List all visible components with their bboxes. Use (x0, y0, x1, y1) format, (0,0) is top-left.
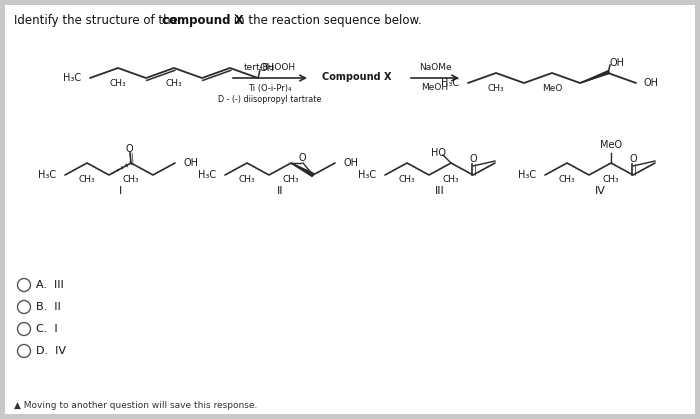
Text: tert-BuOOH: tert-BuOOH (244, 64, 296, 72)
Text: O: O (469, 154, 477, 164)
Text: H₃C: H₃C (441, 78, 459, 88)
Text: NaOMe: NaOMe (419, 64, 452, 72)
Text: OH: OH (260, 63, 275, 73)
Text: H₃C: H₃C (198, 170, 216, 180)
Text: CH₃: CH₃ (559, 175, 575, 184)
Text: CH₃: CH₃ (399, 175, 415, 184)
Text: Identify the structure of the: Identify the structure of the (14, 14, 181, 27)
Text: HO: HO (431, 148, 447, 158)
Text: CH₃: CH₃ (166, 79, 182, 88)
Text: CH₃: CH₃ (122, 175, 139, 184)
Text: H₃C: H₃C (518, 170, 536, 180)
Text: H₃C: H₃C (38, 170, 56, 180)
Polygon shape (291, 163, 314, 176)
Text: CH₃: CH₃ (283, 175, 300, 184)
Text: II: II (276, 186, 284, 196)
Text: I: I (118, 186, 122, 196)
Text: D.  IV: D. IV (36, 346, 66, 356)
Polygon shape (580, 70, 610, 83)
Text: MeO: MeO (542, 84, 562, 93)
Text: ▲ Moving to another question will save this response.: ▲ Moving to another question will save t… (14, 401, 258, 410)
Text: Compound X: Compound X (322, 72, 391, 82)
Text: CH₃: CH₃ (488, 84, 504, 93)
Text: CH₃: CH₃ (239, 175, 256, 184)
Text: O: O (125, 144, 133, 154)
FancyBboxPatch shape (5, 5, 695, 414)
Text: MeOH: MeOH (421, 83, 449, 93)
Text: MeO: MeO (600, 140, 622, 150)
Text: CH₃: CH₃ (603, 175, 620, 184)
Text: A.  III: A. III (36, 280, 64, 290)
Text: H₃C: H₃C (358, 170, 376, 180)
Text: OH: OH (343, 158, 358, 168)
Text: H₃C: H₃C (63, 73, 81, 83)
Text: Ti (O-i-Pr)₄: Ti (O-i-Pr)₄ (248, 85, 292, 93)
Text: OH: OH (610, 58, 625, 68)
Text: CH₃: CH₃ (442, 175, 459, 184)
Text: B.  II: B. II (36, 302, 61, 312)
Text: O: O (629, 154, 637, 164)
Text: C.  I: C. I (36, 324, 57, 334)
Text: OH: OH (183, 158, 198, 168)
Text: O: O (298, 153, 306, 163)
Text: D - (-) diisopropyl tartrate: D - (-) diisopropyl tartrate (218, 95, 322, 103)
Text: in the reaction sequence below.: in the reaction sequence below. (230, 14, 421, 27)
Text: compound X: compound X (162, 14, 244, 27)
Text: III: III (435, 186, 445, 196)
Text: OH: OH (643, 78, 658, 88)
Text: CH₃: CH₃ (110, 79, 126, 88)
Text: IV: IV (594, 186, 606, 196)
Text: CH₃: CH₃ (78, 175, 95, 184)
